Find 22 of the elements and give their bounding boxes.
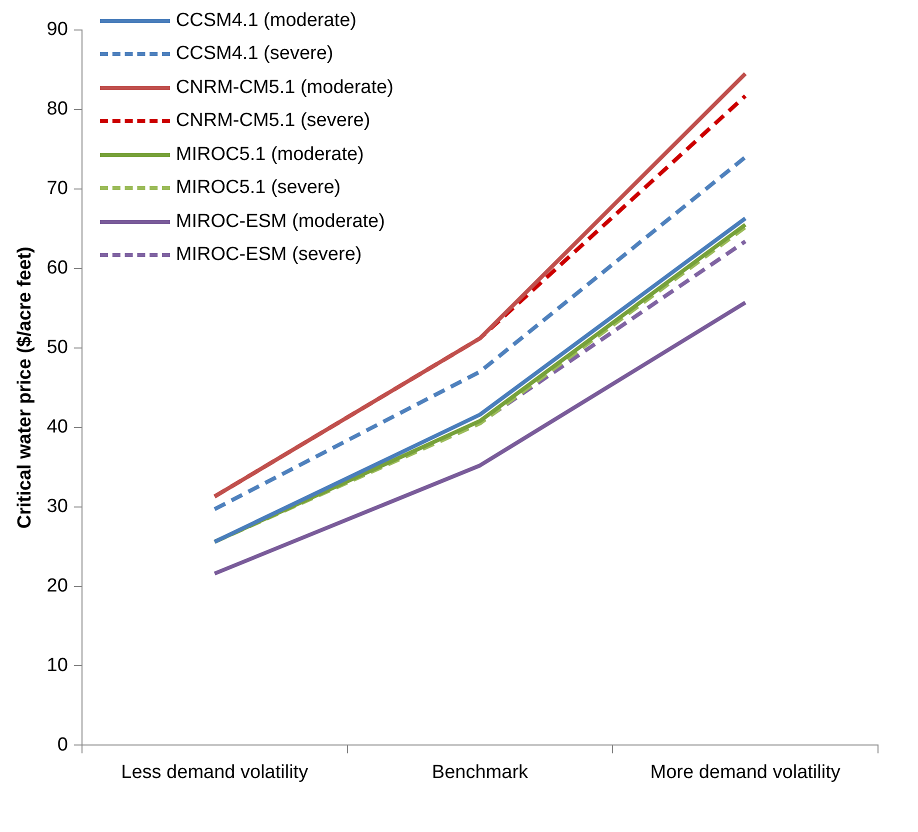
legend-label: MIROC5.1 (moderate) <box>176 144 364 166</box>
y-tick-label: 10 <box>46 654 68 676</box>
legend-label: MIROC5.1 (severe) <box>176 177 341 200</box>
y-tick-label: 0 <box>57 734 68 756</box>
y-tick-label: 40 <box>46 416 68 438</box>
x-tick-label: Benchmark <box>432 762 529 783</box>
x-tick-label: Less demand volatility <box>121 762 309 783</box>
legend-label: CNRM-CM5.1 (severe) <box>176 110 370 132</box>
y-axis-title: Critical water price ($/acre feet) <box>14 246 36 529</box>
y-tick-label: 90 <box>46 19 68 40</box>
legend-label: CCSM4.1 (moderate) <box>176 10 356 32</box>
legend-label: MIROC-ESM (severe) <box>176 244 362 266</box>
legend-label: MIROC-ESM (moderate) <box>176 210 385 233</box>
x-tick-label: More demand volatility <box>650 762 841 783</box>
y-tick-label: 30 <box>46 496 68 518</box>
legend-label: CCSM4.1 (severe) <box>176 43 334 66</box>
y-tick-label: 60 <box>46 258 68 279</box>
y-tick-label: 20 <box>46 576 68 596</box>
y-tick-label: 70 <box>46 178 68 200</box>
y-tick-label: 80 <box>46 98 68 120</box>
y-tick-label: 50 <box>46 337 68 358</box>
legend-label: CNRM-CM5.1 (moderate) <box>176 76 394 99</box>
